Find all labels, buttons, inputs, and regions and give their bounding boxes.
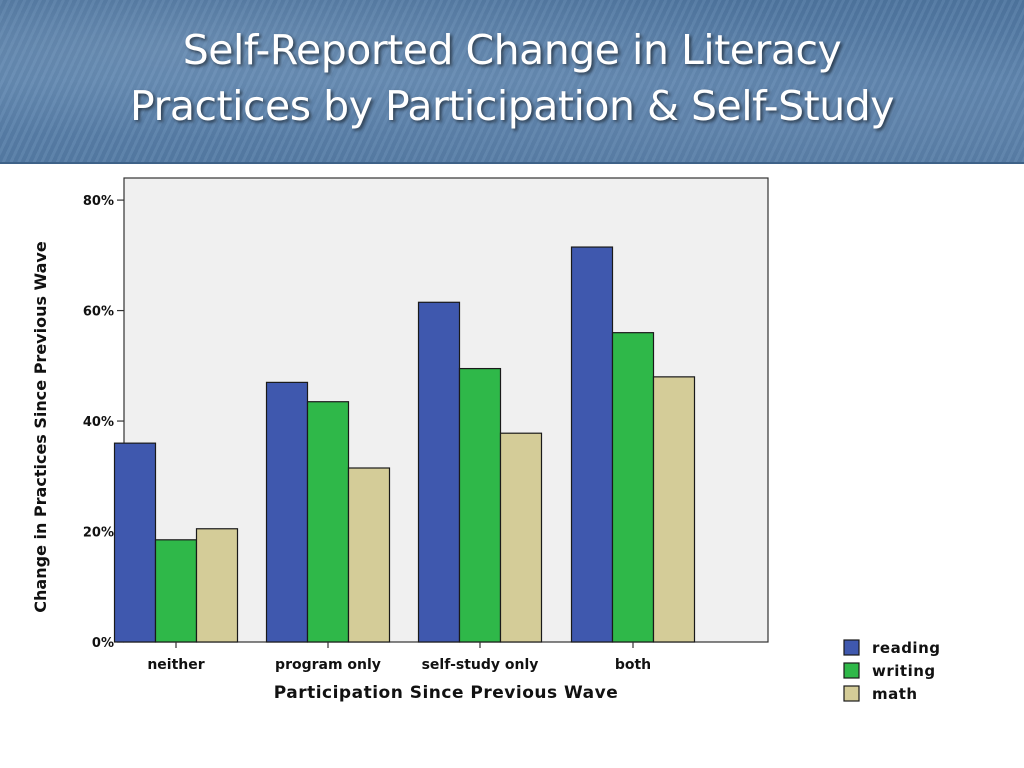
x-category-label-program-only: program only — [275, 657, 381, 673]
bar-self-study-only-reading — [417, 301, 461, 643]
legend: reading writing math — [843, 639, 941, 703]
legend-label-writing: writing — [872, 662, 936, 680]
bar-both-math — [652, 376, 696, 643]
y-tick-label: 60% — [83, 305, 114, 320]
y-tick-label: 80% — [83, 194, 114, 209]
grouped-bar-chart: 0% 20% 40% 60% 80% neither program only self-s… — [31, 177, 941, 703]
x-category-label-neither: neither — [147, 657, 204, 673]
x-category-label-self-study-only: self-study only — [422, 657, 539, 673]
bars — [113, 246, 696, 643]
legend-swatch-math — [843, 685, 860, 702]
x-category-label-both: both — [615, 657, 651, 673]
y-tick-label: 20% — [83, 526, 114, 541]
x-axis: neither program only self-study only both — [147, 642, 651, 673]
legend-label-reading: reading — [872, 639, 941, 657]
y-axis: 0% 20% 40% 60% 80% — [83, 194, 124, 651]
legend-label-math: math — [872, 685, 918, 703]
bar-self-study-only-math — [499, 432, 543, 643]
x-axis-title: Participation Since Previous Wave — [274, 683, 619, 703]
bar-program-only-math — [347, 467, 391, 643]
slide-title: Self-Reported Change in Literacy Practic… — [0, 22, 1024, 134]
bar-program-only-reading — [265, 381, 309, 643]
slide-title-line-1: Self-Reported Change in Literacy — [182, 26, 842, 74]
legend-swatch-writing — [843, 662, 860, 679]
title-banner: Self-Reported Change in Literacy Practic… — [0, 0, 1024, 164]
bar-neither-reading — [113, 442, 157, 643]
bar-both-reading — [570, 246, 614, 643]
bar-self-study-only-writing — [458, 367, 502, 643]
bar-neither-writing — [154, 539, 198, 643]
y-tick-label: 0% — [92, 636, 114, 651]
legend-swatch-reading — [843, 639, 860, 656]
y-tick-label: 40% — [83, 415, 114, 430]
bar-neither-math — [195, 528, 239, 643]
bar-both-writing — [611, 332, 655, 643]
y-axis-title: Change in Practices Since Previous Wave — [31, 241, 50, 613]
slide-title-line-2: Practices by Participation & Self-Study — [130, 82, 894, 130]
bar-program-only-writing — [306, 401, 350, 643]
